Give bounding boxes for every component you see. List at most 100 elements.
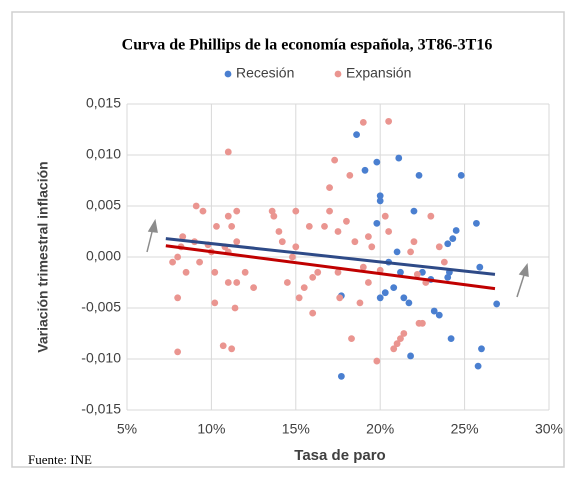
data-point	[473, 219, 480, 227]
data-point	[364, 279, 372, 286]
data-point	[321, 223, 328, 230]
source-note: Fuente: INE	[28, 452, 92, 467]
data-point	[174, 253, 182, 261]
data-point	[407, 248, 414, 256]
trend-line	[165, 237, 496, 276]
data-point	[334, 268, 342, 276]
data-point	[192, 202, 200, 210]
data-point	[224, 148, 232, 156]
y-tick-label: -0,015	[81, 401, 121, 417]
y-tick-label: 0,015	[86, 95, 121, 111]
data-point	[292, 243, 300, 251]
data-point	[400, 330, 408, 337]
arrows	[146, 218, 529, 298]
data-point	[449, 235, 457, 243]
data-point	[368, 243, 376, 251]
data-point	[430, 307, 438, 315]
data-point	[427, 212, 435, 220]
data-point	[309, 274, 317, 281]
data-point	[233, 238, 241, 246]
data-point	[334, 228, 342, 235]
data-point	[169, 258, 176, 266]
data-point	[395, 154, 403, 162]
data-point	[390, 345, 398, 353]
data-point	[326, 184, 333, 192]
chart-title: Curva de Phillips de la economía español…	[122, 37, 493, 54]
data-point	[410, 238, 418, 246]
data-point	[356, 299, 364, 307]
data-point	[250, 284, 257, 291]
data-point	[413, 270, 421, 278]
data-point	[444, 240, 452, 248]
data-point	[331, 156, 339, 164]
data-point	[292, 207, 300, 215]
x-axis-label: Tasa de paro	[294, 447, 385, 464]
data-point	[309, 309, 317, 317]
data-point	[415, 319, 423, 327]
data-point	[474, 362, 482, 370]
legend-marker	[224, 70, 232, 78]
data-point	[174, 294, 182, 302]
data-point	[376, 192, 384, 200]
data-point	[233, 279, 241, 286]
data-point	[390, 284, 398, 291]
data-point	[300, 284, 308, 291]
y-tick-label: -0,005	[81, 299, 121, 315]
data-point	[393, 340, 401, 348]
data-point	[444, 274, 452, 281]
data-point	[275, 228, 283, 235]
data-point	[336, 294, 344, 302]
data-point	[348, 335, 355, 342]
x-tick-label: 20%	[366, 421, 394, 437]
data-point	[233, 207, 241, 215]
data-point	[353, 131, 360, 139]
data-point	[295, 294, 303, 302]
data-point	[381, 289, 389, 297]
data-point	[457, 172, 465, 179]
data-point	[397, 268, 404, 276]
data-point	[278, 238, 286, 246]
data-point	[231, 304, 239, 312]
data-point	[364, 233, 372, 241]
data-point	[400, 294, 408, 302]
data-point	[270, 212, 278, 220]
data-point	[314, 268, 322, 276]
data-point	[359, 263, 367, 271]
data-point	[397, 335, 404, 342]
data-point	[493, 300, 501, 308]
x-tick-label: 15%	[282, 421, 310, 437]
legend-label: Expansión	[346, 65, 411, 81]
data-point	[381, 212, 389, 220]
y-tick-label: 0,000	[86, 248, 121, 264]
legend-label: Recesión	[236, 65, 294, 81]
data-point	[385, 228, 393, 235]
data-point	[393, 248, 401, 256]
data-point	[211, 268, 219, 276]
data-point	[346, 172, 354, 179]
chart-frame	[11, 11, 565, 468]
trend-line	[165, 244, 496, 291]
data-point	[283, 279, 291, 286]
data-point	[228, 223, 236, 230]
data-point	[376, 294, 384, 302]
data-point	[179, 233, 187, 241]
x-tick-label: 10%	[197, 421, 225, 437]
data-point	[211, 299, 219, 307]
data-point	[440, 258, 448, 266]
x-tick-label: 30%	[535, 421, 563, 437]
data-point	[326, 207, 333, 215]
data-point	[196, 258, 203, 266]
y-tick-label: 0,010	[86, 146, 121, 162]
data-point	[224, 279, 232, 286]
data-point	[447, 335, 455, 342]
data-point	[410, 207, 418, 215]
data-point	[405, 299, 413, 307]
data-point	[361, 166, 369, 174]
legend-marker	[334, 70, 342, 78]
data-point	[373, 357, 381, 365]
data-point	[289, 253, 296, 261]
data-point	[182, 268, 190, 276]
data-point	[376, 197, 384, 205]
data-point	[268, 207, 276, 215]
